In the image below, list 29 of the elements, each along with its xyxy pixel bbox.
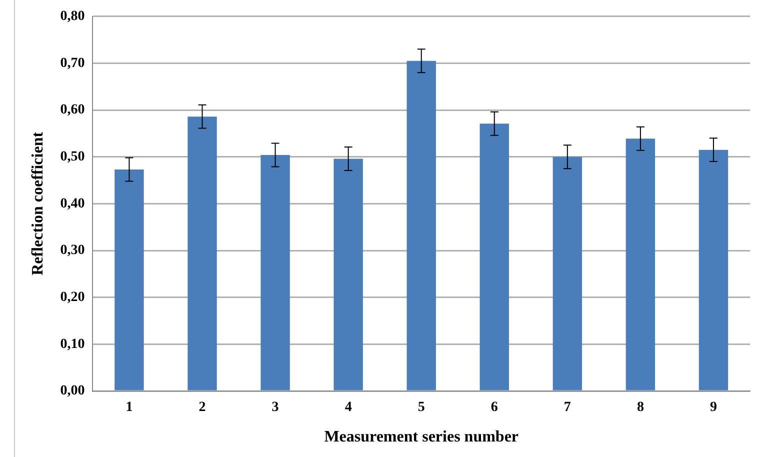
bar <box>626 138 656 390</box>
y-tick-label: 0,30 <box>60 243 85 258</box>
y-axis-title: Reflection coefficient <box>30 131 47 276</box>
y-tick-label: 0,80 <box>60 9 85 24</box>
y-tick-label: 0,20 <box>60 290 85 305</box>
x-tick-label: 9 <box>710 400 717 416</box>
y-tick-label: 0,10 <box>60 336 85 352</box>
y-tick-label: 0,70 <box>60 56 85 71</box>
bar <box>698 150 728 390</box>
y-tick-label: 0,40 <box>60 196 85 212</box>
bar <box>406 60 436 390</box>
x-tick-label: 3 <box>272 400 279 416</box>
bar <box>260 155 290 390</box>
bar <box>188 116 217 390</box>
x-tick-label: 7 <box>564 400 571 416</box>
x-tick-label: 6 <box>490 400 498 416</box>
x-tick-label: 1 <box>126 400 133 416</box>
y-tick-label: 0,50 <box>60 149 85 164</box>
x-tick-label: 5 <box>418 400 425 416</box>
y-tick-label: 0,00 <box>60 384 85 399</box>
x-tick-label: 2 <box>198 400 206 416</box>
y-tick-label: 0,60 <box>60 102 85 118</box>
x-axis-title: Measurement series number <box>324 428 519 446</box>
bar <box>334 158 363 390</box>
x-tick-label: 8 <box>636 400 644 416</box>
bar <box>552 156 582 390</box>
x-tick-label: 4 <box>344 400 352 416</box>
bar <box>114 170 144 390</box>
bar <box>480 124 509 390</box>
